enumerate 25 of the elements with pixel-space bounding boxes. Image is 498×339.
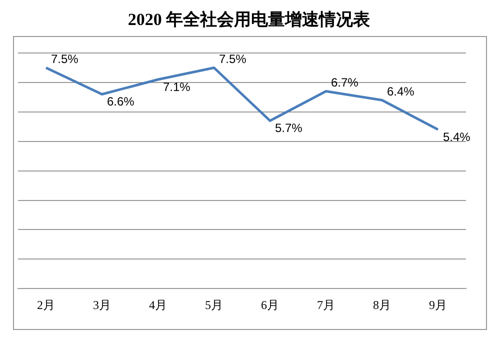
x-tick-label: 4月: [149, 298, 167, 312]
text: %: [180, 80, 190, 94]
x-tick-label: 8月: [373, 298, 391, 312]
data-label: 7.5: [51, 52, 68, 66]
text: %: [460, 130, 470, 144]
data-label: 7.5: [219, 52, 236, 66]
data-label: 6.6: [107, 94, 124, 109]
text: %: [348, 76, 358, 90]
text: %: [292, 121, 302, 136]
data-label: 6.4: [387, 84, 404, 98]
text: %: [236, 52, 246, 66]
chart-title: 2020 年全社会用电量增速情况表: [126, 9, 372, 31]
text: %: [68, 52, 78, 66]
x-tick-label: 7月: [317, 298, 335, 312]
x-tick-label: 9月: [429, 298, 447, 312]
x-tick-label: 6月: [261, 298, 279, 312]
text: %: [404, 84, 414, 98]
x-tick-label: 5月: [205, 298, 223, 312]
x-tick-label: 3月: [93, 298, 111, 312]
text: %: [124, 94, 134, 109]
data-label: 6.7: [331, 76, 348, 90]
data-label: 7.1: [163, 80, 180, 94]
data-label: 5.4: [443, 130, 460, 144]
x-tick-label: 2月: [37, 298, 55, 312]
data-label: 5.7: [275, 121, 292, 136]
